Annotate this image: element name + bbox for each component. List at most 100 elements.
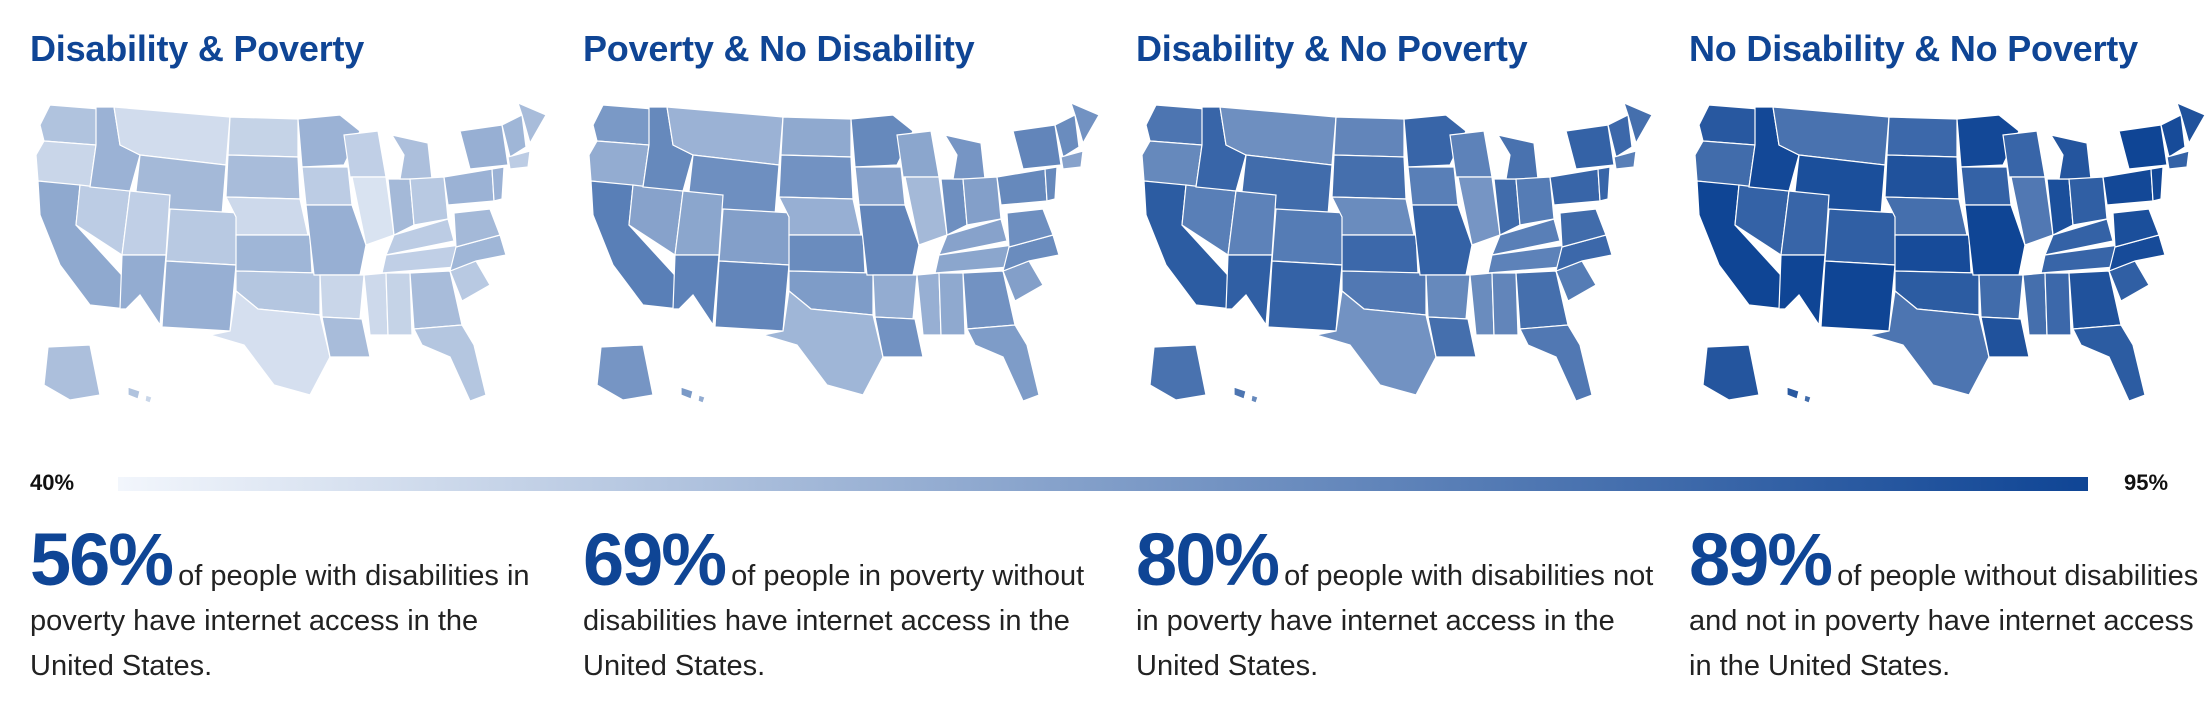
state-region [1012, 124, 1062, 170]
state-region [1694, 140, 1756, 188]
state-region [1060, 150, 1084, 170]
state-region [1803, 394, 1812, 404]
state-region [1496, 134, 1539, 180]
state-region [35, 140, 97, 188]
us-map [1694, 101, 2206, 404]
state-region [778, 196, 862, 236]
state-region [780, 116, 852, 158]
state-region [1333, 116, 1405, 158]
state-region [762, 289, 884, 396]
state-region [1515, 176, 1555, 226]
state-region [697, 394, 706, 404]
state-region [1565, 124, 1615, 170]
state-region [1786, 386, 1800, 400]
state-region [2176, 101, 2206, 145]
state-region [966, 324, 1040, 402]
panel-title: Poverty & No Disability [583, 28, 975, 69]
state-region [319, 274, 365, 320]
state-region [1613, 150, 1637, 170]
state-region [1411, 204, 1473, 276]
state-region [874, 316, 924, 358]
state-region [363, 272, 389, 336]
state-region [1271, 208, 1347, 266]
state-region [1141, 140, 1203, 188]
state-region [127, 386, 141, 400]
state-region [1778, 254, 1826, 327]
panel-disability-poverty: Disability & Poverty 56% of people with d… [30, 0, 550, 722]
panel-title: Disability & Poverty [30, 28, 365, 69]
state-region [119, 254, 167, 327]
panel-no-disability-no-poverty: No Disability & No Poverty 89% of people … [1689, 0, 2206, 722]
state-region [1145, 104, 1207, 146]
state-region [301, 166, 353, 206]
state-region [1559, 208, 1607, 248]
state-region [1607, 114, 1633, 158]
us-map [1141, 101, 1653, 404]
state-region [2150, 166, 2164, 202]
state-region [1427, 316, 1477, 358]
state-region [588, 140, 650, 188]
panel-poverty-no-disability: Poverty & No Disability 69% of people in … [583, 0, 1103, 722]
state-region [943, 134, 986, 180]
state-region [2118, 124, 2168, 170]
stat-percent: 89% [1689, 518, 1833, 601]
stat-description: of people in poverty without disabilitie… [583, 560, 1085, 682]
panel-disability-no-poverty: Disability & No Poverty 80% of people wit… [1136, 0, 1656, 722]
state-region [1980, 316, 2030, 358]
state-region [1978, 274, 2024, 320]
state-region [1227, 190, 1277, 256]
state-region [714, 260, 790, 332]
state-region [596, 344, 654, 401]
state-region [858, 204, 920, 276]
state-region [1894, 234, 1972, 274]
state-region [1491, 272, 1519, 336]
state-region [854, 166, 906, 206]
state-region [507, 150, 531, 170]
state-region [1233, 386, 1247, 400]
state-region [1425, 274, 1471, 320]
state-region [517, 101, 547, 145]
state-region [1267, 260, 1343, 332]
state-region [674, 190, 724, 256]
state-region [1449, 130, 1493, 178]
state-region [321, 316, 371, 358]
state-region [1250, 394, 1259, 404]
state-region [121, 190, 171, 256]
state-region [225, 154, 301, 200]
state-region [1225, 254, 1273, 327]
state-region [235, 234, 313, 274]
state-region [1623, 101, 1653, 145]
legend-min-label: 40% [30, 470, 75, 495]
state-region [938, 272, 966, 336]
state-region [2044, 218, 2114, 256]
state-region [1824, 208, 1900, 266]
stat-description: of people with disabilities in poverty h… [30, 560, 530, 682]
state-region [227, 116, 299, 158]
state-region [2112, 208, 2160, 248]
state-region [1820, 260, 1896, 332]
state-region [491, 166, 505, 202]
state-region [872, 274, 918, 320]
us-map [35, 101, 547, 404]
state-region [2102, 168, 2154, 206]
state-region [1407, 166, 1459, 206]
state-region [1341, 234, 1419, 274]
state-region [1469, 272, 1495, 336]
state-region [43, 344, 101, 401]
state-region [409, 176, 449, 226]
state-region [718, 208, 794, 266]
state-region [343, 130, 387, 178]
stat-text: 56% of people with disabilities in povert… [30, 523, 550, 689]
state-region [443, 168, 495, 206]
state-region [1070, 101, 1100, 145]
state-region [896, 130, 940, 178]
state-region [165, 208, 241, 266]
stat-description: of people with disabilities not in pover… [1136, 560, 1654, 682]
state-region [390, 134, 433, 180]
state-region [2022, 272, 2048, 336]
state-region [1054, 114, 1080, 158]
state-region [996, 168, 1048, 206]
state-region [1960, 166, 2012, 206]
state-region [1491, 218, 1561, 256]
panel-title: Disability & No Poverty [1136, 28, 1528, 69]
